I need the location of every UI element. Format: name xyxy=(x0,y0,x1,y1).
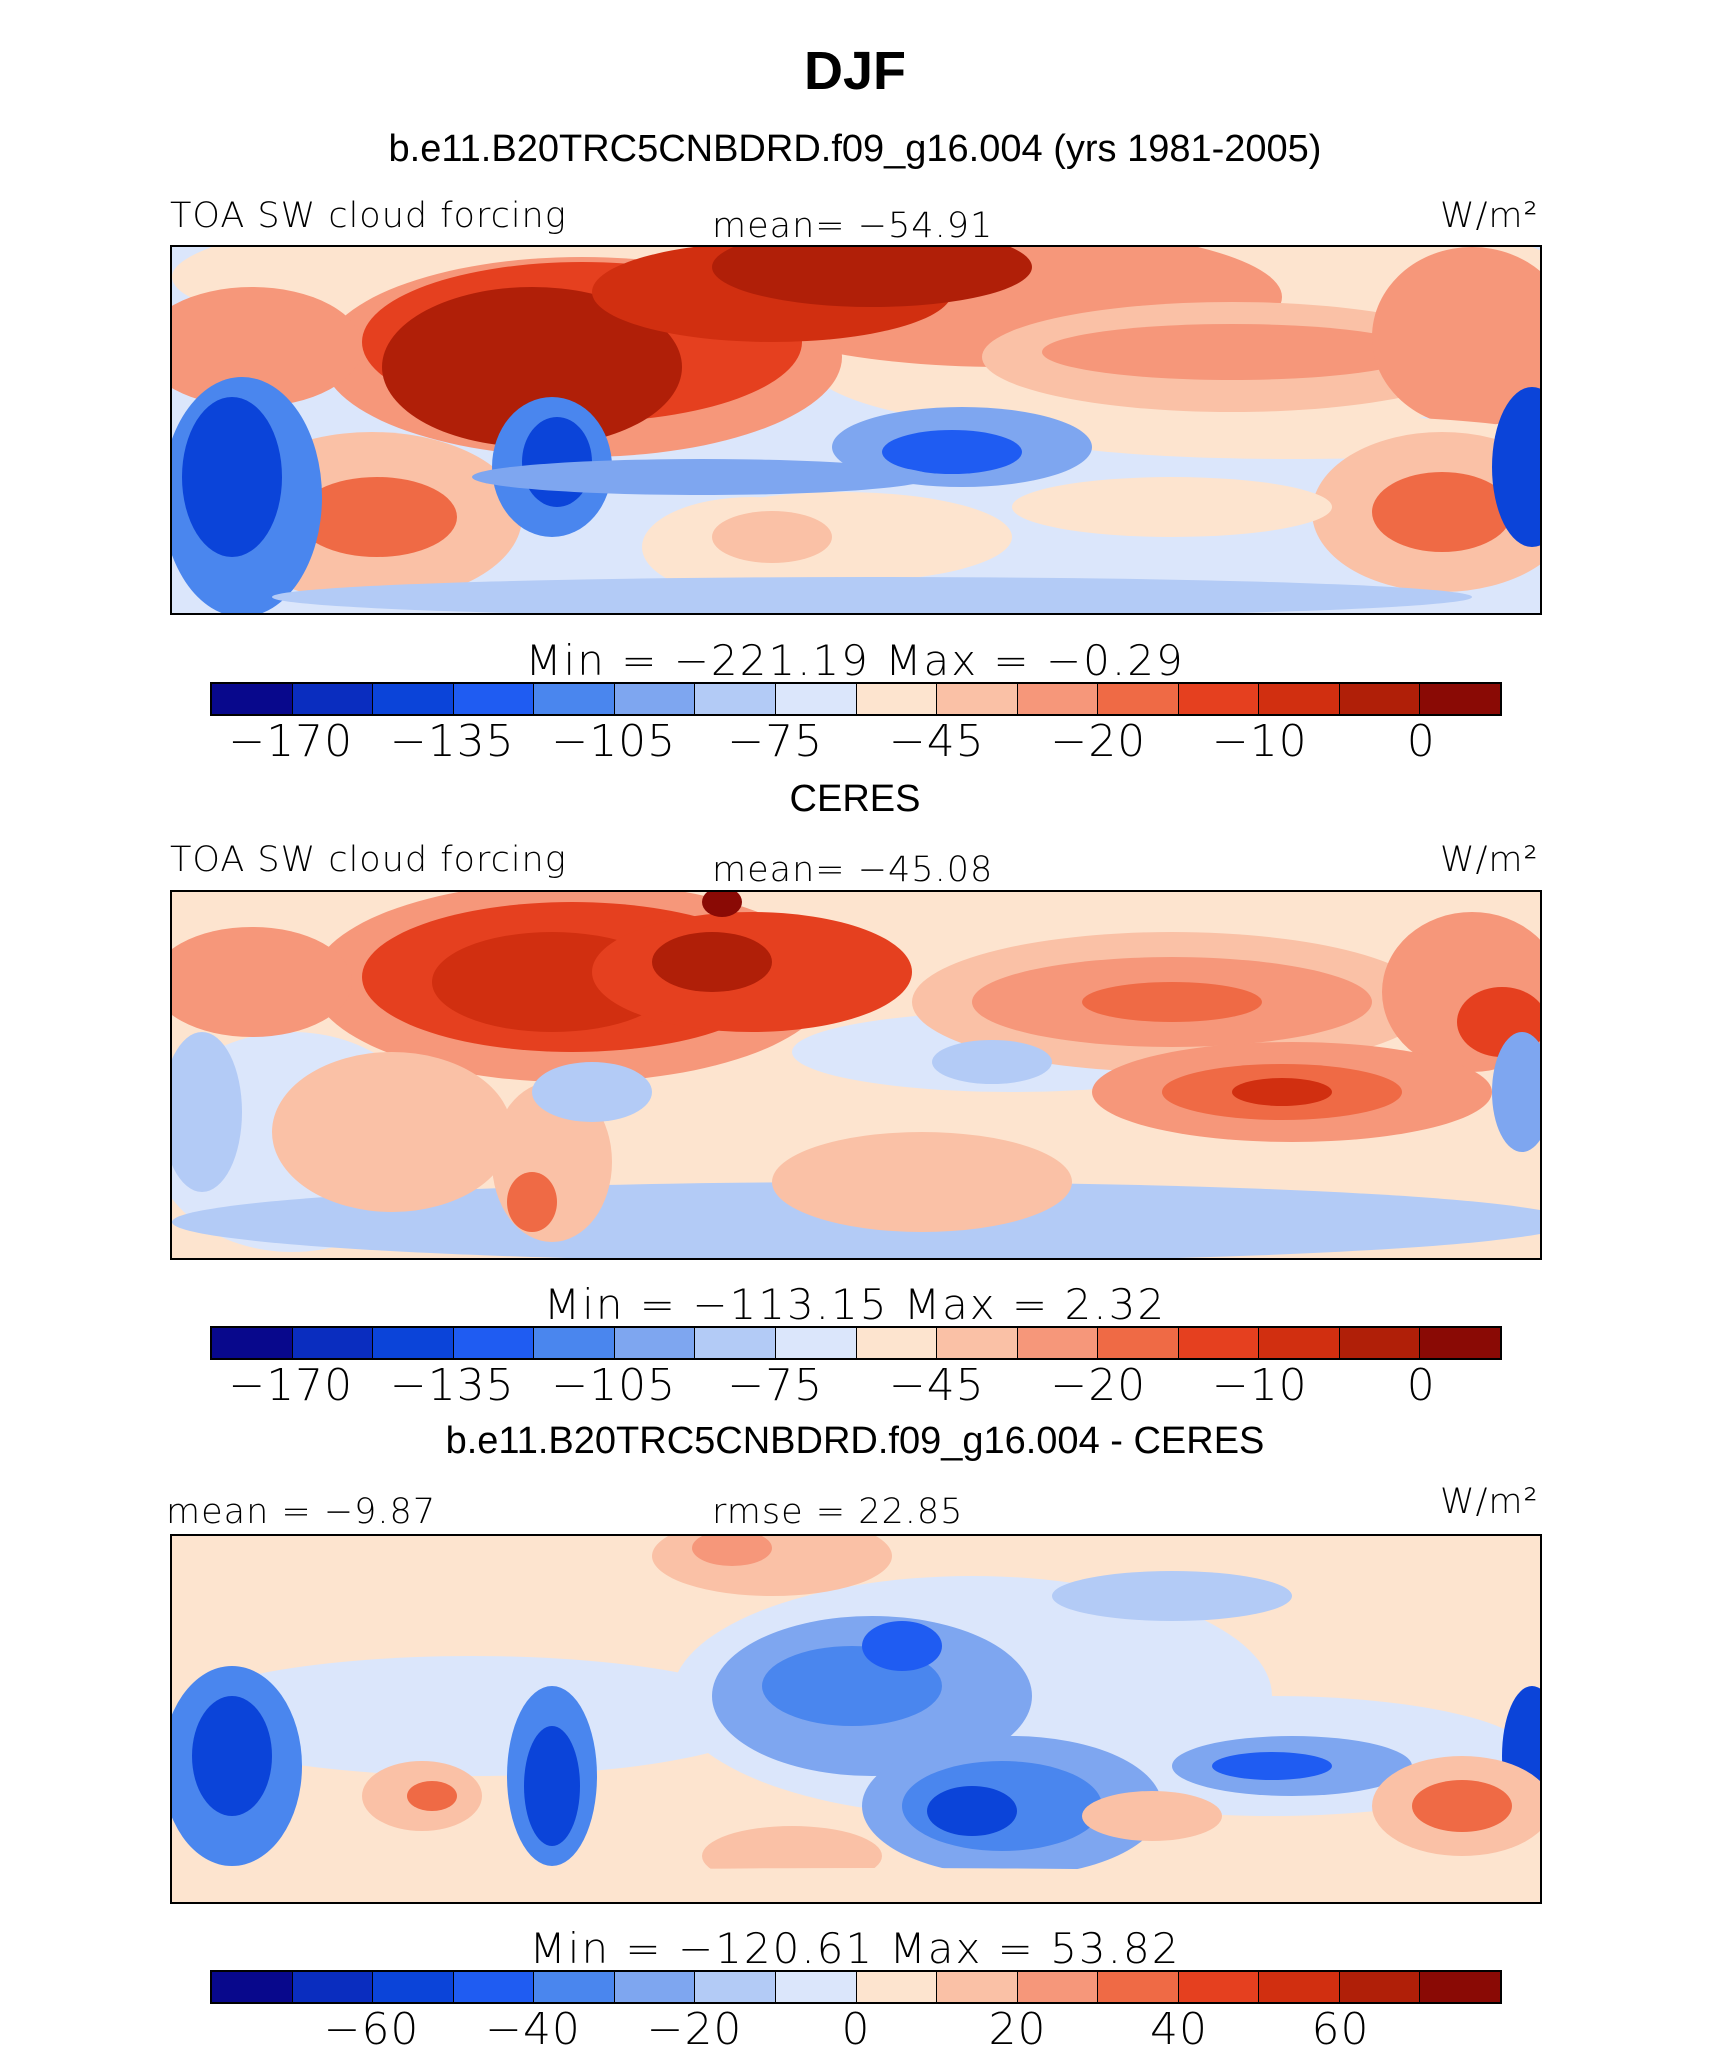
panel-2-mean-label: mean= −45.08 xyxy=(712,850,994,890)
panel-3-rmse-label: rmse = 22.85 xyxy=(712,1492,964,1532)
colorbar-swatch-10 xyxy=(1017,1328,1099,1358)
colorbar-tick-label: −105 xyxy=(551,1360,677,1411)
panel-2-colorbar xyxy=(210,1326,1502,1360)
colorbar-tick-label: 40 xyxy=(1150,2004,1208,2055)
panel-2-contour-field xyxy=(172,892,1540,1258)
colorbar-tick-label: 0 xyxy=(1406,716,1436,767)
colorbar-swatch-12 xyxy=(1178,1972,1260,2002)
panel-1-colorbar xyxy=(210,682,1502,716)
panel-3-map xyxy=(170,1534,1542,1904)
panel-3-units-label: W/m² xyxy=(1440,1482,1539,1522)
colorbar-tick-label: 60 xyxy=(1311,2004,1370,2055)
panel-2-title: CERES xyxy=(789,778,921,820)
colorbar-swatch-0 xyxy=(212,1972,293,2002)
panel-2-field-label: TOA SW cloud forcing xyxy=(170,840,567,880)
colorbar-tick-label: −135 xyxy=(389,716,515,767)
panel-3-title: b.e11.B20TRC5CNBDRD.f09_g16.004 - CERES xyxy=(445,1420,1265,1462)
colorbar-tick-label: 0 xyxy=(841,2004,871,2055)
colorbar-tick-label: −20 xyxy=(1050,716,1147,767)
colorbar-swatch-2 xyxy=(373,684,454,714)
colorbar-swatch-1 xyxy=(292,684,374,714)
panel-2-minmax: Min = −113.15 Max = 2.32 xyxy=(543,1280,1167,1329)
colorbar-swatch-0 xyxy=(212,684,293,714)
colorbar-swatch-3 xyxy=(453,684,535,714)
colorbar-tick-label: −75 xyxy=(727,1360,824,1411)
colorbar-swatch-15 xyxy=(1420,1328,1500,1358)
colorbar-swatch-1 xyxy=(292,1972,374,2002)
panel-1-mean-label: mean= −54.91 xyxy=(712,206,994,246)
figure-title: DJF xyxy=(803,41,906,101)
colorbar-swatch-3 xyxy=(453,1972,535,2002)
colorbar-swatch-6 xyxy=(695,1972,776,2002)
colorbar-tick-label: −10 xyxy=(1211,1360,1308,1411)
colorbar-tick-label: −75 xyxy=(727,716,824,767)
colorbar-swatch-2 xyxy=(373,1972,454,2002)
panel-1-colorbar-ticks: −170 −135 −105 −75 −45 −20 −10 0 xyxy=(210,716,1502,767)
panel-3-contour-field xyxy=(172,1536,1540,1902)
colorbar-tick-label: −45 xyxy=(888,716,985,767)
colorbar-swatch-13 xyxy=(1259,1328,1340,1358)
colorbar-swatch-8 xyxy=(856,684,938,714)
colorbar-swatch-12 xyxy=(1178,684,1260,714)
colorbar-swatch-4 xyxy=(534,684,615,714)
colorbar-tick-label: −170 xyxy=(228,1360,354,1411)
colorbar-swatch-10 xyxy=(1017,684,1099,714)
colorbar-tick-label: 0 xyxy=(1406,1360,1436,1411)
colorbar-swatch-14 xyxy=(1339,684,1421,714)
colorbar-tick-label: −45 xyxy=(888,1360,985,1411)
colorbar-swatch-6 xyxy=(695,684,776,714)
colorbar-swatch-1 xyxy=(292,1328,374,1358)
colorbar-tick-label: −20 xyxy=(1050,1360,1147,1411)
colorbar-tick-label: −170 xyxy=(228,716,354,767)
panel-1-map xyxy=(170,245,1542,615)
colorbar-swatch-7 xyxy=(775,684,857,714)
panel-1-field-label: TOA SW cloud forcing xyxy=(170,196,567,236)
colorbar-tick-label: −135 xyxy=(389,1360,515,1411)
colorbar-swatch-8 xyxy=(856,1972,938,2002)
colorbar-swatch-7 xyxy=(775,1972,857,2002)
colorbar-swatch-9 xyxy=(937,1972,1018,2002)
colorbar-swatch-4 xyxy=(534,1972,615,2002)
colorbar-swatch-11 xyxy=(1098,1972,1179,2002)
panel-3-colorbar xyxy=(210,1970,1502,2004)
colorbar-swatch-5 xyxy=(614,1328,696,1358)
panel-1-title: b.e11.B20TRC5CNBDRD.f09_g16.004 (yrs 198… xyxy=(388,128,1322,170)
panel-2-map xyxy=(170,890,1542,1260)
colorbar-swatch-3 xyxy=(453,1328,535,1358)
colorbar-swatch-15 xyxy=(1420,684,1500,714)
colorbar-swatch-14 xyxy=(1339,1972,1421,2002)
colorbar-swatch-0 xyxy=(212,1328,293,1358)
colorbar-swatch-9 xyxy=(937,684,1018,714)
colorbar-swatch-15 xyxy=(1420,1972,1500,2002)
colorbar-swatch-14 xyxy=(1339,1328,1421,1358)
colorbar-tick-label: −40 xyxy=(485,2004,581,2055)
panel-2-units-label: W/m² xyxy=(1440,840,1539,880)
panel-1-minmax: Min = −221.19 Max = −0.29 xyxy=(525,636,1185,685)
colorbar-swatch-2 xyxy=(373,1328,454,1358)
panel-2-colorbar-ticks: −170 −135 −105 −75 −45 −20 −10 0 xyxy=(210,1360,1502,1411)
colorbar-swatch-5 xyxy=(614,1972,696,2002)
panel-1-contour-field xyxy=(172,247,1540,613)
colorbar-swatch-8 xyxy=(856,1328,938,1358)
colorbar-swatch-12 xyxy=(1178,1328,1260,1358)
colorbar-tick-label: −105 xyxy=(551,716,677,767)
colorbar-tick-label: −60 xyxy=(323,2004,420,2055)
colorbar-swatch-11 xyxy=(1098,1328,1179,1358)
colorbar-swatch-9 xyxy=(937,1328,1018,1358)
colorbar-swatch-7 xyxy=(775,1328,857,1358)
colorbar-tick-label: −10 xyxy=(1211,716,1308,767)
panel-3-minmax: Min = −120.61 Max = 53.82 xyxy=(529,1924,1181,1973)
panel-3-colorbar-ticks: −60 −40 −20 0 20 40 60 xyxy=(210,2004,1502,2055)
colorbar-swatch-11 xyxy=(1098,684,1179,714)
panel-3-mean-label: mean = −9.87 xyxy=(166,1492,437,1532)
colorbar-tick-label: 20 xyxy=(988,2004,1047,2055)
colorbar-swatch-13 xyxy=(1259,1972,1340,2002)
colorbar-swatch-4 xyxy=(534,1328,615,1358)
colorbar-swatch-13 xyxy=(1259,684,1340,714)
colorbar-swatch-5 xyxy=(614,684,696,714)
colorbar-swatch-10 xyxy=(1017,1972,1099,2002)
colorbar-swatch-6 xyxy=(695,1328,776,1358)
panel-1-units-label: W/m² xyxy=(1440,196,1539,236)
colorbar-tick-label: −20 xyxy=(646,2004,743,2055)
